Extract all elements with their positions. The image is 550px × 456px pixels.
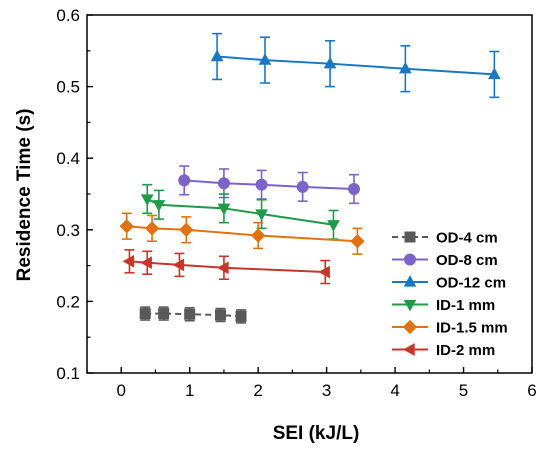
legend-marker	[404, 231, 416, 243]
data-point	[348, 182, 360, 195]
data-point	[140, 256, 152, 270]
data-point	[258, 53, 272, 65]
x-tick-label: 5	[459, 381, 468, 400]
y-tick-label: 0.4	[56, 149, 80, 168]
data-point	[122, 254, 135, 268]
data-point	[215, 309, 226, 321]
legend-entry-od-12-cm: OD-12 cm	[392, 275, 506, 292]
y-tick-label: 0.6	[56, 6, 80, 25]
data-point	[217, 203, 231, 216]
data-point	[172, 258, 185, 272]
series-id-2-mm	[122, 249, 331, 285]
data-point	[119, 219, 134, 234]
x-tick-label: 3	[322, 381, 331, 400]
data-point	[327, 220, 340, 232]
data-point	[488, 67, 501, 80]
data-point	[184, 308, 196, 320]
legend-label: OD-12 cm	[436, 275, 506, 292]
series-line-id-1-5-mm	[126, 225, 358, 243]
data-point	[178, 174, 191, 187]
legend-label: ID-1 mm	[436, 297, 495, 314]
y-tick-label: 0.1	[56, 364, 80, 383]
data-point	[217, 177, 230, 190]
data-point	[144, 221, 160, 236]
data-point	[323, 56, 337, 69]
y-axis-title: Residence Time (s)	[14, 109, 35, 282]
legend-marker	[403, 299, 417, 312]
series-line-id-1-mm	[146, 198, 334, 226]
legend-marker	[402, 319, 418, 335]
x-tick-label: 1	[185, 381, 194, 400]
y-tick-label: 0.5	[56, 78, 80, 97]
series-line-od-8-cm	[184, 179, 355, 190]
data-point	[139, 308, 151, 320]
series-od-12-cm	[210, 32, 501, 99]
data-point	[251, 228, 266, 243]
data-point	[255, 178, 268, 191]
data-point	[140, 194, 154, 206]
x-axis-title: SEI (kJ/L)	[273, 423, 360, 444]
legend-entry-id-2-mm: ID-2 mm	[392, 342, 495, 359]
data-point	[158, 308, 170, 320]
x-tick-label: 2	[253, 381, 262, 400]
legend-label: ID-1.5 mm	[436, 320, 508, 337]
series-od-4-cm	[139, 306, 247, 324]
legend-marker	[404, 253, 416, 266]
data-point	[318, 265, 330, 279]
data-point	[179, 222, 194, 237]
data-point	[152, 200, 166, 212]
legend-entry-od-8-cm: OD-8 cm	[392, 252, 498, 269]
legend-marker	[403, 343, 415, 356]
legend-label: ID-2 mm	[436, 342, 495, 359]
legend-label: OD-8 cm	[436, 252, 498, 269]
x-tick-label: 6	[527, 381, 536, 400]
data-point	[255, 209, 268, 221]
data-point	[210, 49, 224, 62]
series-id-1-5-mm	[119, 212, 365, 255]
legend-entry-id-1-mm: ID-1 mm	[392, 297, 495, 314]
data-point	[217, 261, 229, 275]
legend-label: OD-4 cm	[436, 230, 498, 247]
legend-entry-od-4-cm: OD-4 cm	[392, 230, 498, 247]
axes: 0 1 2 3 4 5 6 0.1 0.2 0.3 0.4 0.5 0.6	[56, 6, 536, 400]
legend: OD-4 cm OD-8 cm OD-12 cm ID-1 mm ID-1.5 mm ID…	[392, 230, 508, 359]
plot-area	[119, 32, 501, 324]
x-tick-label: 0	[116, 381, 125, 400]
series-id-1-mm	[140, 183, 340, 240]
x-tick-label: 4	[390, 381, 399, 400]
data-point	[350, 234, 365, 249]
data-point	[296, 180, 309, 193]
y-tick-label: 0.3	[56, 221, 80, 240]
legend-entry-id-1-5-mm: ID-1.5 mm	[392, 320, 508, 337]
series-line-od-12-cm	[217, 55, 495, 76]
legend-marker	[403, 275, 417, 287]
data-point	[235, 310, 247, 322]
y-tick-label: 0.2	[56, 292, 80, 311]
data-point	[399, 61, 412, 74]
series-od-8-cm	[178, 165, 360, 205]
